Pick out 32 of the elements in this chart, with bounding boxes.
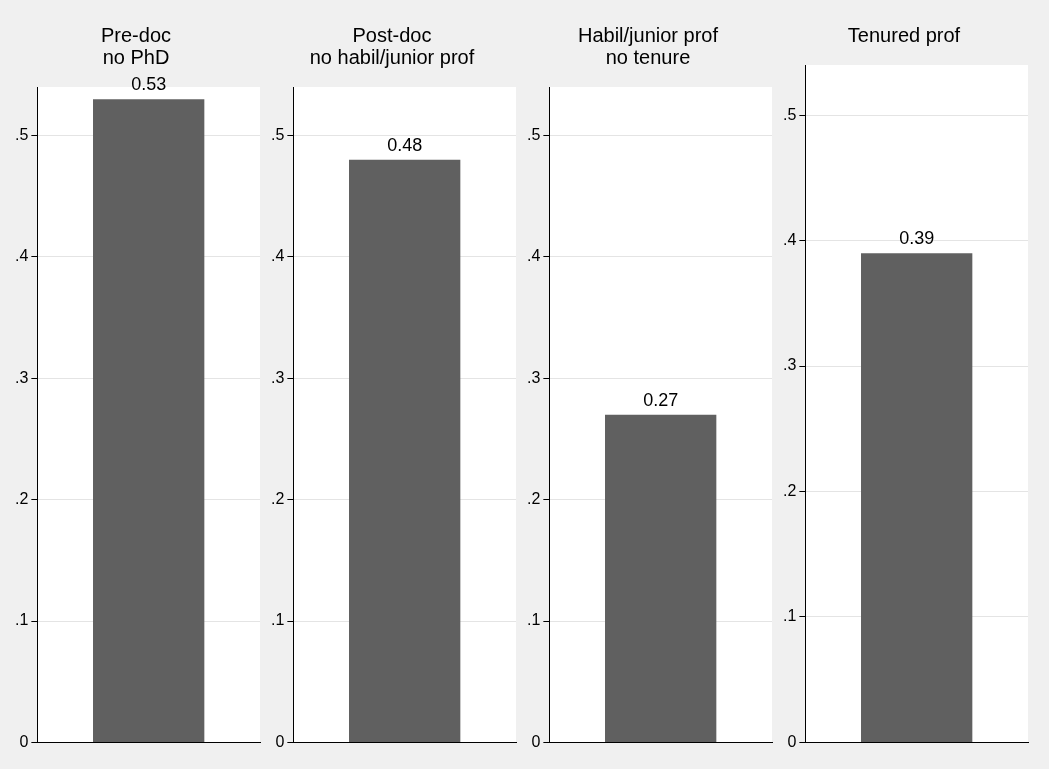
y-tick-label: 0	[19, 732, 29, 750]
y-tick-label: .4	[15, 247, 29, 265]
y-tick-label: .1	[271, 611, 285, 629]
y-tick-label: .4	[527, 247, 541, 265]
y-tick-label: .5	[15, 125, 29, 143]
y-tick-label: .5	[271, 125, 285, 143]
y-tick-label: .3	[15, 368, 29, 386]
data-label: 0.53	[131, 74, 167, 95]
chart-title: Pre-doc no PhD	[100, 23, 172, 68]
y-tick-label: 0	[531, 732, 541, 750]
data-label: 0.27	[643, 389, 679, 410]
chart-title: Tenured prof	[847, 23, 961, 46]
y-tick-label: .5	[527, 125, 541, 143]
y-tick-label: .1	[783, 607, 797, 625]
y-tick-label: .3	[271, 368, 285, 386]
y-tick-label: .4	[783, 231, 797, 249]
y-tick-label: .2	[783, 481, 797, 499]
y-tick-label: 0	[275, 732, 285, 750]
y-tick-label: 0	[787, 732, 797, 750]
y-tick-label: .4	[271, 247, 285, 265]
data-label: 0.48	[387, 134, 423, 155]
y-tick-label: .5	[783, 105, 797, 123]
y-tick-label: .3	[783, 356, 797, 374]
y-tick-label: .1	[527, 611, 541, 629]
y-tick-label: .2	[527, 490, 541, 508]
y-tick-label: .2	[15, 490, 29, 508]
data-label: 0.39	[899, 228, 935, 249]
chart-title: Habil/junior prof no tenure	[577, 23, 719, 68]
y-tick-label: .3	[527, 368, 541, 386]
y-tick-label: .2	[271, 490, 285, 508]
y-tick-label: .1	[15, 611, 29, 629]
chart-title: Post-doc no habil/junior prof	[309, 23, 475, 68]
